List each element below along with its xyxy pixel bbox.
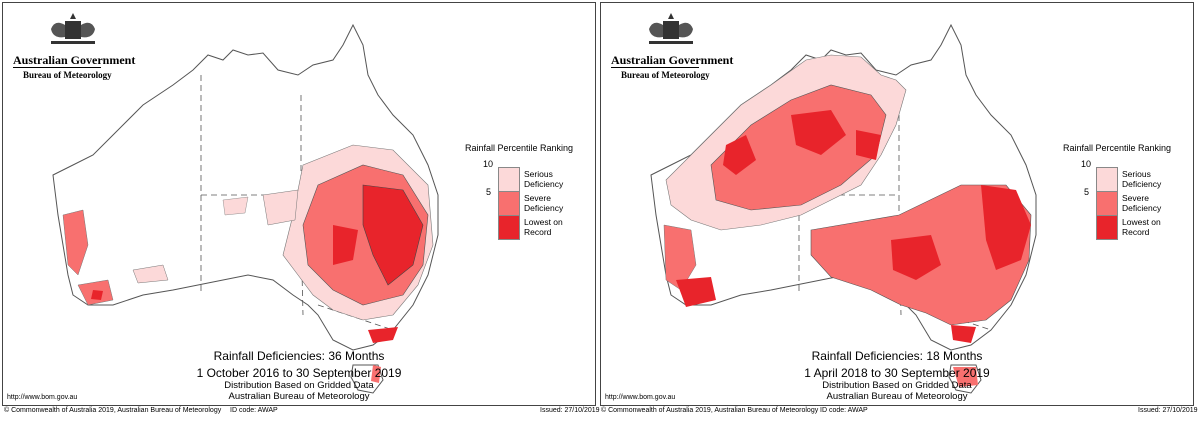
legend-tick-5: 5 bbox=[1084, 187, 1090, 197]
map-title: Rainfall Deficiencies: 36 Months bbox=[213, 349, 385, 363]
deficiency-areas bbox=[62, 144, 434, 383]
issued-right: Issued: 27/10/2019 bbox=[1138, 407, 1198, 414]
legend-label-severe: Severe Deficiency bbox=[1122, 193, 1162, 213]
bom-url-link[interactable]: http://www.bom.gov.au bbox=[7, 394, 78, 401]
legend-swatch-severe bbox=[498, 191, 520, 216]
legend-swatch-severe bbox=[1096, 191, 1118, 216]
id-code-left: ID code: AWAP bbox=[230, 407, 278, 414]
bureau-title: Bureau of Meteorology bbox=[621, 70, 710, 80]
header-divider bbox=[13, 67, 101, 68]
legend-label-lowest: Lowest on Record bbox=[524, 217, 563, 237]
map-panel-18-months: Australian Government Bureau of Meteorol… bbox=[600, 2, 1194, 406]
legend-label-lowest: Lowest on Record bbox=[1122, 217, 1161, 237]
id-code-right: ID code: AWAP bbox=[820, 407, 868, 414]
map-period: 1 April 2018 to 30 September 2019 bbox=[804, 366, 990, 380]
map-period: 1 October 2016 to 30 September 2019 bbox=[196, 366, 402, 380]
map-note-distribution: Distribution Based on Gridded Data bbox=[224, 380, 374, 391]
australia-map-36-months bbox=[52, 23, 439, 394]
legend-label-serious: Serious Deficiency bbox=[1122, 169, 1162, 189]
legend-swatch-serious bbox=[498, 167, 520, 192]
map-title: Rainfall Deficiencies: 18 Months bbox=[811, 349, 983, 363]
legend-swatch-lowest bbox=[1096, 215, 1118, 240]
coat-of-arms-icon bbox=[649, 13, 693, 44]
bom-url-link[interactable]: http://www.bom.gov.au bbox=[605, 394, 676, 401]
map-panel-36-months: Australian Government Bureau of Meteorol… bbox=[2, 2, 596, 406]
copyright-left: © Commonwealth of Australia 2019, Austra… bbox=[4, 407, 222, 414]
legend-title: Rainfall Percentile Ranking bbox=[1063, 143, 1172, 153]
map-note-distribution: Distribution Based on Gridded Data bbox=[822, 380, 972, 391]
legend-label-serious: Serious Deficiency bbox=[524, 169, 564, 189]
coat-of-arms-icon bbox=[51, 13, 95, 44]
legend-label-severe: Severe Deficiency bbox=[524, 193, 564, 213]
map-note-bureau: Australian Bureau of Meteorology bbox=[228, 391, 370, 402]
legend-tick-10: 10 bbox=[483, 159, 494, 169]
map-note-bureau: Australian Bureau of Meteorology bbox=[826, 391, 968, 402]
legend-tick-10: 10 bbox=[1081, 159, 1092, 169]
deficiency-areas bbox=[663, 54, 1032, 387]
header-divider bbox=[611, 67, 699, 68]
legend-title: Rainfall Percentile Ranking bbox=[465, 143, 574, 153]
australia-map-18-months bbox=[650, 23, 1037, 394]
legend-tick-5: 5 bbox=[486, 187, 492, 197]
government-title: Australian Government bbox=[13, 53, 136, 67]
legend-swatch-lowest bbox=[498, 215, 520, 240]
government-title: Australian Government bbox=[611, 53, 734, 67]
bureau-title: Bureau of Meteorology bbox=[23, 70, 112, 80]
issued-left: Issued: 27/10/2019 bbox=[540, 407, 600, 414]
legend-swatch-serious bbox=[1096, 167, 1118, 192]
copyright-right: © Commonwealth of Australia 2019, Austra… bbox=[601, 407, 819, 414]
